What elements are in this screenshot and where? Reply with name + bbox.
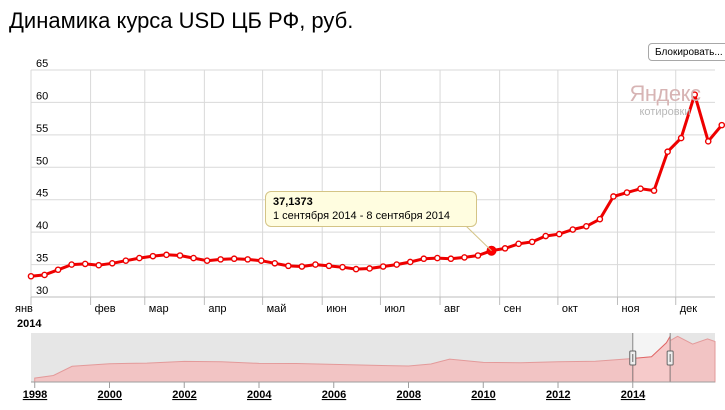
y-tick-label: 30 bbox=[36, 285, 48, 297]
tooltip: 37,1373 1 сентября 2014 - 8 сентября 201… bbox=[265, 191, 477, 227]
data-point[interactable] bbox=[420, 255, 428, 263]
y-tick-label: 45 bbox=[36, 188, 48, 200]
navigator-year-label[interactable]: 2006 bbox=[322, 389, 346, 401]
data-point[interactable] bbox=[136, 254, 143, 262]
y-tick-label: 65 bbox=[36, 58, 48, 70]
data-point[interactable] bbox=[244, 256, 252, 263]
data-point[interactable] bbox=[257, 257, 265, 264]
data-point[interactable] bbox=[596, 215, 604, 223]
y-tick-label: 35 bbox=[36, 253, 48, 265]
data-point[interactable] bbox=[474, 252, 482, 259]
x-tick-label: мар bbox=[149, 303, 169, 315]
data-point[interactable] bbox=[677, 134, 685, 142]
data-point[interactable] bbox=[637, 185, 644, 192]
x-tick-label: авг bbox=[444, 303, 460, 315]
data-point[interactable] bbox=[393, 261, 401, 268]
data-point[interactable] bbox=[325, 262, 333, 270]
navigator-year-label[interactable]: 2008 bbox=[397, 389, 421, 401]
navigator-area bbox=[34, 335, 716, 383]
navigator-year-label[interactable]: 2010 bbox=[471, 389, 495, 401]
data-point[interactable] bbox=[583, 223, 590, 230]
data-point[interactable] bbox=[203, 257, 211, 264]
data-point[interactable] bbox=[54, 266, 62, 274]
y-tick-label: 55 bbox=[36, 123, 48, 135]
data-point[interactable] bbox=[230, 255, 238, 263]
data-point[interactable] bbox=[691, 91, 698, 98]
navigator-year-label[interactable]: 2004 bbox=[247, 389, 272, 401]
data-point[interactable] bbox=[190, 254, 197, 262]
watermark-subtitle: котировки bbox=[639, 106, 691, 118]
data-point[interactable] bbox=[81, 260, 89, 268]
data-point[interactable] bbox=[379, 263, 387, 270]
data-point[interactable] bbox=[217, 256, 224, 263]
y-tick-label: 50 bbox=[36, 155, 48, 167]
data-point[interactable] bbox=[610, 193, 617, 200]
data-point[interactable] bbox=[664, 148, 671, 156]
data-point[interactable] bbox=[528, 238, 536, 246]
data-point[interactable] bbox=[27, 272, 35, 280]
data-point[interactable] bbox=[41, 271, 48, 279]
tooltip-date-range: 1 сентября 2014 - 8 сентября 2014 bbox=[273, 210, 451, 222]
lock-button[interactable]: Блокировать... bbox=[648, 43, 725, 61]
x-tick-label: янв bbox=[15, 303, 33, 315]
y-tick-label: 60 bbox=[36, 90, 48, 102]
data-point[interactable] bbox=[271, 259, 279, 267]
page-title: Динамика курса USD ЦБ РФ, руб. bbox=[9, 8, 354, 33]
data-point[interactable] bbox=[542, 232, 549, 240]
navigator-year-label[interactable]: 2012 bbox=[546, 389, 570, 401]
x-tick-label: апр bbox=[208, 303, 226, 315]
navigator-year-label[interactable]: 1998 bbox=[23, 389, 47, 401]
x-tick-label: сен bbox=[504, 303, 522, 315]
x-tick-label: июл bbox=[384, 303, 405, 315]
data-point[interactable] bbox=[163, 251, 170, 259]
y-tick-label: 40 bbox=[36, 220, 48, 232]
data-point[interactable] bbox=[555, 230, 563, 238]
data-point[interactable] bbox=[122, 257, 130, 264]
data-point[interactable] bbox=[95, 261, 103, 269]
data-point[interactable] bbox=[298, 263, 306, 270]
data-point[interactable] bbox=[406, 258, 414, 266]
year-label: 2014 bbox=[17, 318, 42, 330]
x-tick-label: май bbox=[267, 303, 287, 315]
data-point[interactable] bbox=[108, 259, 116, 267]
data-point[interactable] bbox=[515, 240, 522, 248]
tooltip-value: 37,1373 bbox=[273, 196, 313, 208]
series-line bbox=[30, 93, 723, 278]
x-tick-label: дек bbox=[680, 303, 698, 315]
data-point[interactable] bbox=[623, 189, 631, 196]
data-point[interactable] bbox=[650, 187, 658, 194]
data-point[interactable] bbox=[461, 254, 468, 261]
data-point[interactable] bbox=[149, 252, 157, 260]
data-point[interactable] bbox=[704, 138, 712, 145]
watermark-brand: Яндекс bbox=[629, 81, 701, 106]
data-point[interactable] bbox=[176, 252, 184, 259]
x-tick-label: фев bbox=[95, 303, 116, 315]
data-point[interactable] bbox=[447, 255, 455, 263]
data-point[interactable] bbox=[339, 263, 346, 271]
navigator-year-label[interactable]: 2002 bbox=[172, 389, 196, 401]
data-point[interactable] bbox=[68, 261, 75, 268]
x-tick-label: окт bbox=[562, 303, 578, 315]
data-point[interactable] bbox=[352, 265, 360, 273]
data-point[interactable] bbox=[501, 245, 509, 252]
yandex-watermark: Яндекс котировки bbox=[615, 81, 715, 119]
navigator-year-label[interactable]: 2000 bbox=[97, 389, 121, 401]
data-point[interactable] bbox=[366, 265, 373, 272]
data-point[interactable] bbox=[569, 226, 577, 233]
x-tick-label: июн bbox=[326, 303, 346, 315]
data-point[interactable] bbox=[312, 261, 319, 268]
data-point[interactable] bbox=[718, 121, 725, 129]
navigator-year-label[interactable]: 2014 bbox=[621, 389, 646, 401]
tooltip-pointer bbox=[465, 225, 492, 252]
data-point[interactable] bbox=[434, 254, 441, 262]
data-point[interactable] bbox=[285, 262, 292, 270]
x-tick-label: ноя bbox=[621, 303, 639, 315]
